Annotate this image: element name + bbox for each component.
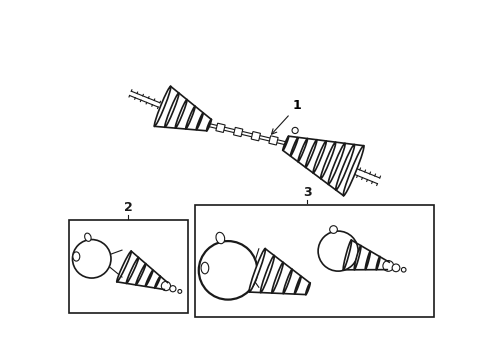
Circle shape bbox=[199, 241, 257, 300]
Circle shape bbox=[170, 285, 176, 292]
Polygon shape bbox=[234, 127, 243, 137]
Ellipse shape bbox=[117, 251, 131, 282]
Ellipse shape bbox=[320, 142, 336, 179]
Ellipse shape bbox=[155, 276, 160, 288]
Ellipse shape bbox=[85, 233, 91, 241]
Ellipse shape bbox=[164, 283, 168, 289]
Ellipse shape bbox=[365, 251, 370, 270]
Ellipse shape bbox=[354, 246, 361, 270]
Bar bbox=[69, 220, 188, 313]
Ellipse shape bbox=[249, 249, 266, 292]
Ellipse shape bbox=[336, 144, 355, 190]
Ellipse shape bbox=[343, 240, 352, 270]
Ellipse shape bbox=[175, 100, 187, 128]
Circle shape bbox=[161, 282, 171, 291]
Ellipse shape bbox=[165, 93, 179, 127]
Ellipse shape bbox=[186, 106, 195, 129]
Circle shape bbox=[318, 231, 358, 271]
Ellipse shape bbox=[387, 262, 390, 270]
Ellipse shape bbox=[272, 262, 283, 293]
Text: 1: 1 bbox=[271, 99, 302, 134]
Circle shape bbox=[178, 289, 182, 293]
Ellipse shape bbox=[201, 262, 209, 274]
Ellipse shape bbox=[313, 141, 326, 173]
Ellipse shape bbox=[328, 143, 345, 184]
Ellipse shape bbox=[73, 252, 80, 261]
Ellipse shape bbox=[136, 264, 146, 285]
Ellipse shape bbox=[196, 113, 203, 130]
Bar bbox=[195, 205, 434, 316]
Circle shape bbox=[73, 239, 111, 278]
Polygon shape bbox=[216, 123, 225, 132]
Ellipse shape bbox=[283, 269, 292, 293]
Ellipse shape bbox=[126, 257, 139, 283]
Ellipse shape bbox=[154, 86, 171, 126]
Ellipse shape bbox=[294, 276, 301, 294]
Circle shape bbox=[330, 226, 337, 233]
Ellipse shape bbox=[216, 232, 225, 244]
Ellipse shape bbox=[305, 140, 317, 167]
Text: 3: 3 bbox=[303, 186, 312, 199]
Circle shape bbox=[383, 261, 393, 271]
Text: 2: 2 bbox=[123, 201, 132, 214]
Circle shape bbox=[392, 264, 400, 272]
Polygon shape bbox=[269, 136, 278, 145]
Polygon shape bbox=[251, 131, 261, 141]
Circle shape bbox=[401, 267, 406, 272]
Ellipse shape bbox=[207, 120, 211, 131]
Ellipse shape bbox=[343, 146, 364, 196]
Ellipse shape bbox=[298, 139, 308, 162]
Ellipse shape bbox=[283, 136, 289, 150]
Ellipse shape bbox=[306, 283, 310, 294]
Ellipse shape bbox=[261, 256, 274, 293]
Ellipse shape bbox=[291, 138, 298, 156]
Ellipse shape bbox=[376, 257, 380, 270]
Ellipse shape bbox=[146, 270, 153, 287]
